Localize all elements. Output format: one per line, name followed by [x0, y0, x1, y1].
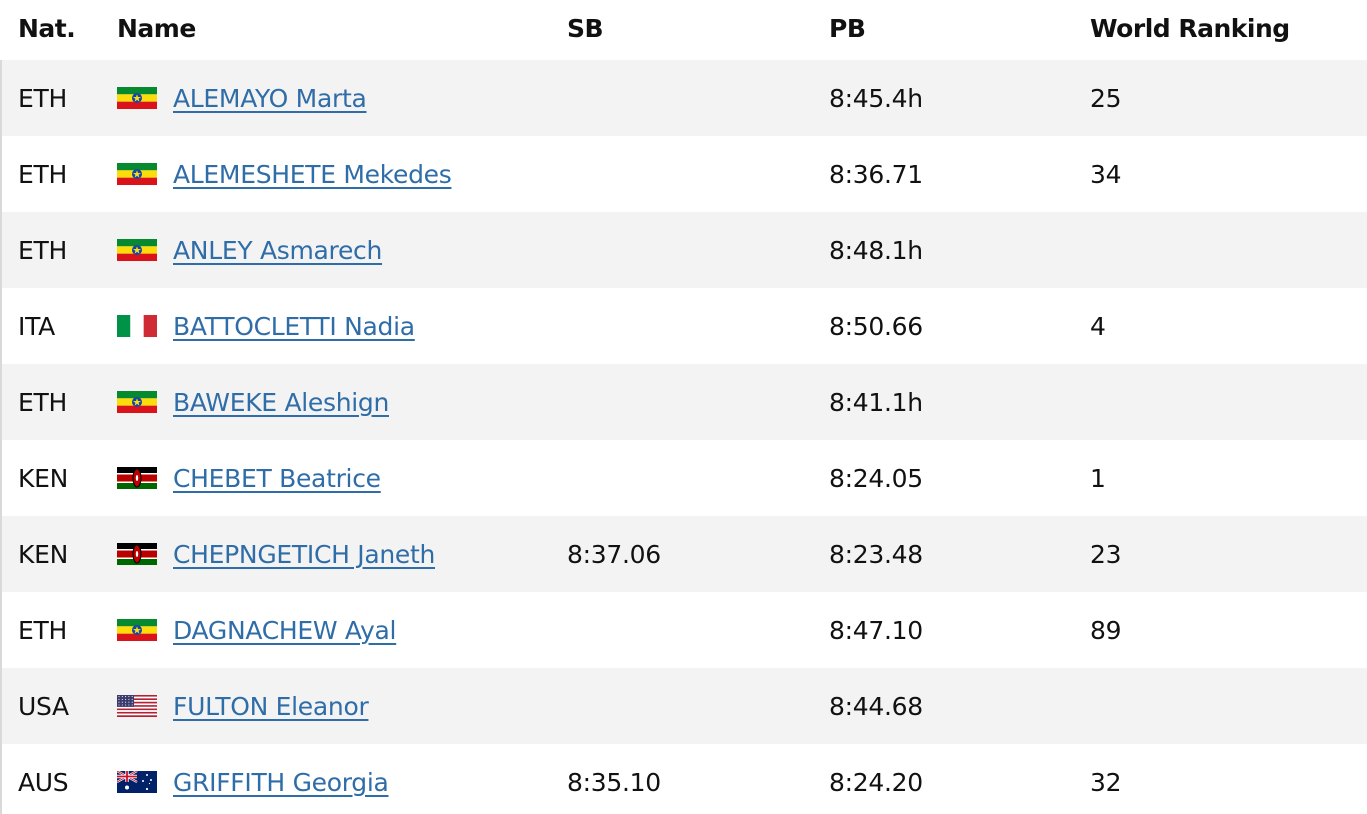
row-left-border — [0, 516, 2, 592]
row-left-border — [0, 440, 2, 516]
row-left-border — [0, 288, 2, 364]
ethiopia-flag-icon — [117, 87, 157, 109]
athlete-name-link[interactable]: GRIFFITH Georgia — [173, 767, 389, 797]
athlete-name-link[interactable]: CHEBET Beatrice — [173, 463, 381, 493]
row-left-border — [0, 668, 2, 744]
world-ranking: 89 — [1090, 615, 1122, 645]
header-pb[interactable]: PB — [829, 14, 866, 43]
athlete-name-cell: GRIFFITH Georgia — [117, 768, 389, 797]
athlete-name-link[interactable]: ALEMESHETE Mekedes — [173, 159, 452, 189]
personal-best: 8:36.71 — [829, 159, 923, 189]
header-nat[interactable]: Nat. — [18, 14, 76, 43]
athlete-name-cell: FULTON Eleanor — [117, 691, 369, 721]
nationality-code: ETH — [18, 159, 67, 189]
table-row: KEN CHEPNGETICH Janeth 8:37.06 8:23.48 2… — [0, 516, 1367, 592]
personal-best: 8:47.10 — [829, 615, 923, 645]
athlete-name-link[interactable]: ANLEY Asmarech — [173, 235, 383, 265]
kenya-flag-icon — [117, 543, 157, 565]
row-left-border — [0, 136, 2, 212]
athlete-name-link[interactable]: DAGNACHEW Ayal — [173, 615, 397, 645]
italy-flag-icon — [117, 315, 157, 337]
personal-best: 8:24.05 — [829, 463, 923, 493]
athlete-name-link[interactable]: FULTON Eleanor — [173, 691, 369, 721]
table-row: AUS GRIFFITH Georgia 8:35.10 8:24.20 32 — [0, 744, 1367, 814]
nationality-code: ETH — [18, 83, 67, 113]
table-row: KEN CHEBET Beatrice 8:24.05 1 — [0, 440, 1367, 516]
nationality-code: KEN — [18, 463, 68, 493]
header-world-ranking[interactable]: World Ranking — [1090, 14, 1290, 43]
season-best: 8:35.10 — [567, 767, 661, 797]
nationality-code: USA — [18, 691, 69, 721]
table-body: ETH ALEMAYO Marta 8:45.4h 25 ETH ALEMESH… — [0, 60, 1367, 814]
header-sb[interactable]: SB — [567, 14, 604, 43]
personal-best: 8:24.20 — [829, 767, 923, 797]
world-ranking: 25 — [1090, 83, 1122, 113]
nationality-code: ITA — [18, 311, 55, 341]
table-row: ETH ALEMESHETE Mekedes 8:36.71 34 — [0, 136, 1367, 212]
ethiopia-flag-icon — [117, 391, 157, 413]
australia-flag-icon — [117, 771, 157, 793]
row-left-border — [0, 60, 2, 136]
athlete-name-link[interactable]: BATTOCLETTI Nadia — [173, 311, 415, 341]
row-left-border — [0, 364, 2, 440]
athlete-name-link[interactable]: CHEPNGETICH Janeth — [173, 539, 436, 569]
world-ranking: 1 — [1090, 463, 1106, 493]
ethiopia-flag-icon — [117, 619, 157, 641]
personal-best: 8:50.66 — [829, 311, 923, 341]
personal-best: 8:45.4h — [829, 83, 923, 113]
table-row: ETH ALEMAYO Marta 8:45.4h 25 — [0, 60, 1367, 136]
ethiopia-flag-icon — [117, 163, 157, 185]
athlete-name-cell: CHEPNGETICH Janeth — [117, 540, 435, 569]
row-left-border — [0, 744, 2, 814]
table-row: ETH BAWEKE Aleshign 8:41.1h — [0, 364, 1367, 440]
row-left-border — [0, 592, 2, 668]
row-left-border — [0, 212, 2, 288]
athlete-name-cell: ALEMESHETE Mekedes — [117, 159, 452, 189]
nationality-code: ETH — [18, 387, 67, 417]
athlete-name-cell: DAGNACHEW Ayal — [117, 615, 397, 645]
season-best: 8:37.06 — [567, 539, 661, 569]
athlete-name-cell: CHEBET Beatrice — [117, 464, 381, 493]
personal-best: 8:44.68 — [829, 691, 923, 721]
athlete-name-cell: BATTOCLETTI Nadia — [117, 312, 415, 341]
table-row: USA FULTON Eleanor 8:44.68 — [0, 668, 1367, 744]
personal-best: 8:41.1h — [829, 387, 923, 417]
kenya-flag-icon — [117, 467, 157, 489]
world-ranking: 23 — [1090, 539, 1122, 569]
nationality-code: KEN — [18, 539, 68, 569]
personal-best: 8:23.48 — [829, 539, 923, 569]
usa-flag-icon — [117, 695, 157, 717]
ethiopia-flag-icon — [117, 239, 157, 261]
personal-best: 8:48.1h — [829, 235, 923, 265]
athlete-name-link[interactable]: BAWEKE Aleshign — [173, 387, 389, 417]
athlete-name-cell: ALEMAYO Marta — [117, 83, 367, 113]
table-row: ITA BATTOCLETTI Nadia 8:50.66 4 — [0, 288, 1367, 364]
nationality-code: AUS — [18, 767, 69, 797]
world-ranking: 32 — [1090, 767, 1122, 797]
nationality-code: ETH — [18, 235, 67, 265]
athlete-name-link[interactable]: ALEMAYO Marta — [173, 83, 367, 113]
athlete-name-cell: ANLEY Asmarech — [117, 236, 382, 265]
table-header: Nat. Name SB PB World Ranking — [0, 0, 1367, 60]
table-row: ETH DAGNACHEW Ayal 8:47.10 89 — [0, 592, 1367, 668]
nationality-code: ETH — [18, 615, 67, 645]
world-ranking: 4 — [1090, 311, 1106, 341]
header-name[interactable]: Name — [117, 14, 196, 43]
athlete-name-cell: BAWEKE Aleshign — [117, 388, 389, 417]
world-ranking: 34 — [1090, 159, 1122, 189]
table-row: ETH ANLEY Asmarech 8:48.1h — [0, 212, 1367, 288]
